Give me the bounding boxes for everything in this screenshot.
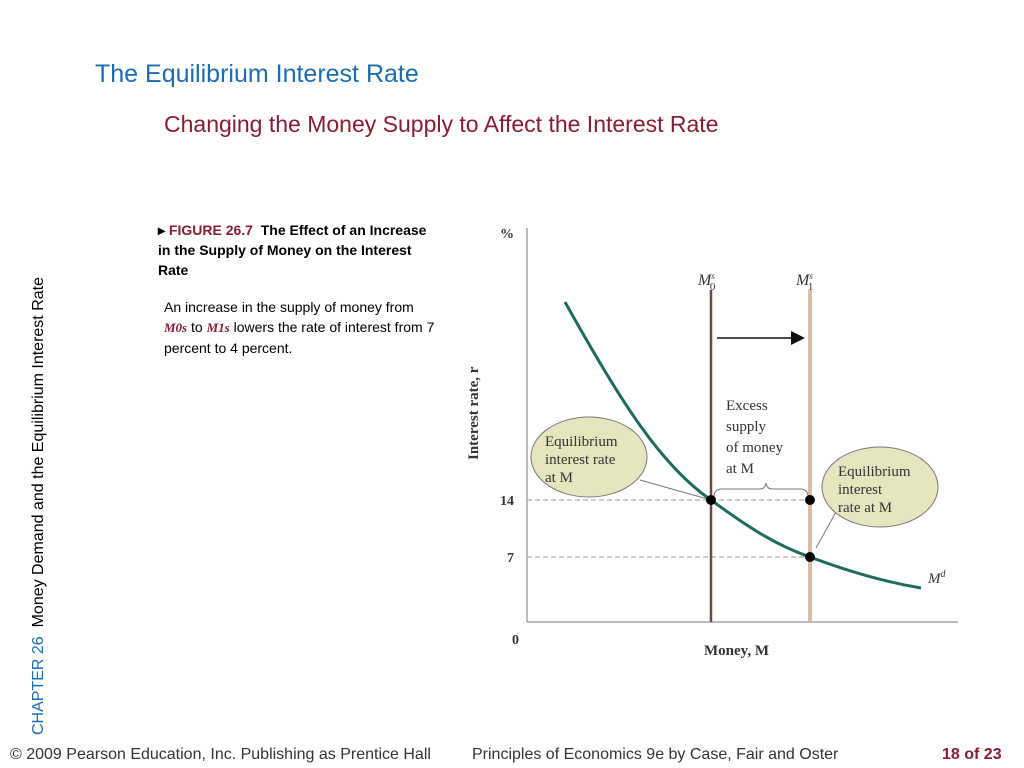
svg-text:interest: interest (838, 482, 883, 498)
svg-text:Equilibrium: Equilibrium (838, 464, 911, 480)
page-number: 18 of 23 (942, 746, 1002, 763)
svg-text:of money: of money (726, 440, 784, 456)
excess-point-m1 (805, 495, 815, 505)
excess-supply-label: Excess supply of money at M (726, 398, 784, 477)
m0-label: Ms 0 (697, 271, 716, 293)
excess-brace (713, 482, 809, 498)
footer-book: Principles of Economics 9e by Case, Fair… (472, 746, 839, 763)
m1-label: Ms 1 (795, 271, 813, 293)
callout-left-pointer (639, 479, 712, 501)
desc-text-3: lowers the rate of interest from 7 perce… (164, 319, 435, 356)
callout-left (530, 416, 648, 498)
tick-14: 14 (500, 494, 514, 509)
svg-text:at M: at M (726, 461, 754, 477)
footer-copyright: © 2009 Pearson Education, Inc. Publishin… (10, 746, 431, 763)
desc-text-1: An increase in the supply of money from (164, 299, 414, 315)
equilibrium-point-m1 (805, 552, 815, 562)
slide-title: The Equilibrium Interest Rate (95, 60, 419, 88)
y-axis-label: Interest rate, r (466, 366, 482, 460)
slide-subtitle: Changing the Money Supply to Affect the … (164, 111, 719, 137)
figure-number: FIGURE 26.7 (168, 222, 253, 238)
svg-text:Excess: Excess (726, 398, 768, 414)
origin-label: 0 (512, 633, 519, 648)
money-demand-curve (563, 301, 922, 590)
y-unit: % (500, 227, 514, 242)
callout-left-text: Equilibrium interest rate at M (545, 434, 618, 486)
figure-description: An increase in the supply of money from … (164, 297, 439, 358)
svg-text:rate at M: rate at M (838, 500, 892, 516)
svg-text:at M: at M (545, 470, 573, 486)
md-label: Md (927, 569, 947, 587)
x-axis-label: Money, M (704, 643, 769, 659)
callout-right-text: Equilibrium interest rate at M (838, 464, 911, 516)
tick-7: 7 (507, 551, 514, 566)
arrow-head-icon (791, 331, 805, 345)
figure-caption: ▸ FIGURE 26.7 The Effect of an Increase … (158, 222, 427, 278)
svg-text:interest rate: interest rate (545, 452, 616, 468)
svg-text:Equilibrium: Equilibrium (545, 434, 618, 450)
svg-text:supply: supply (726, 419, 767, 435)
desc-text-2: to (191, 319, 203, 335)
callout-right-pointer (815, 511, 837, 549)
m0-symbol: M0s (164, 320, 188, 335)
callout-right (821, 446, 939, 528)
m1-symbol: M1s (206, 320, 230, 335)
equilibrium-point-m0 (706, 495, 716, 505)
figure-title: The Effect of an Increase in the Supply … (158, 222, 427, 278)
